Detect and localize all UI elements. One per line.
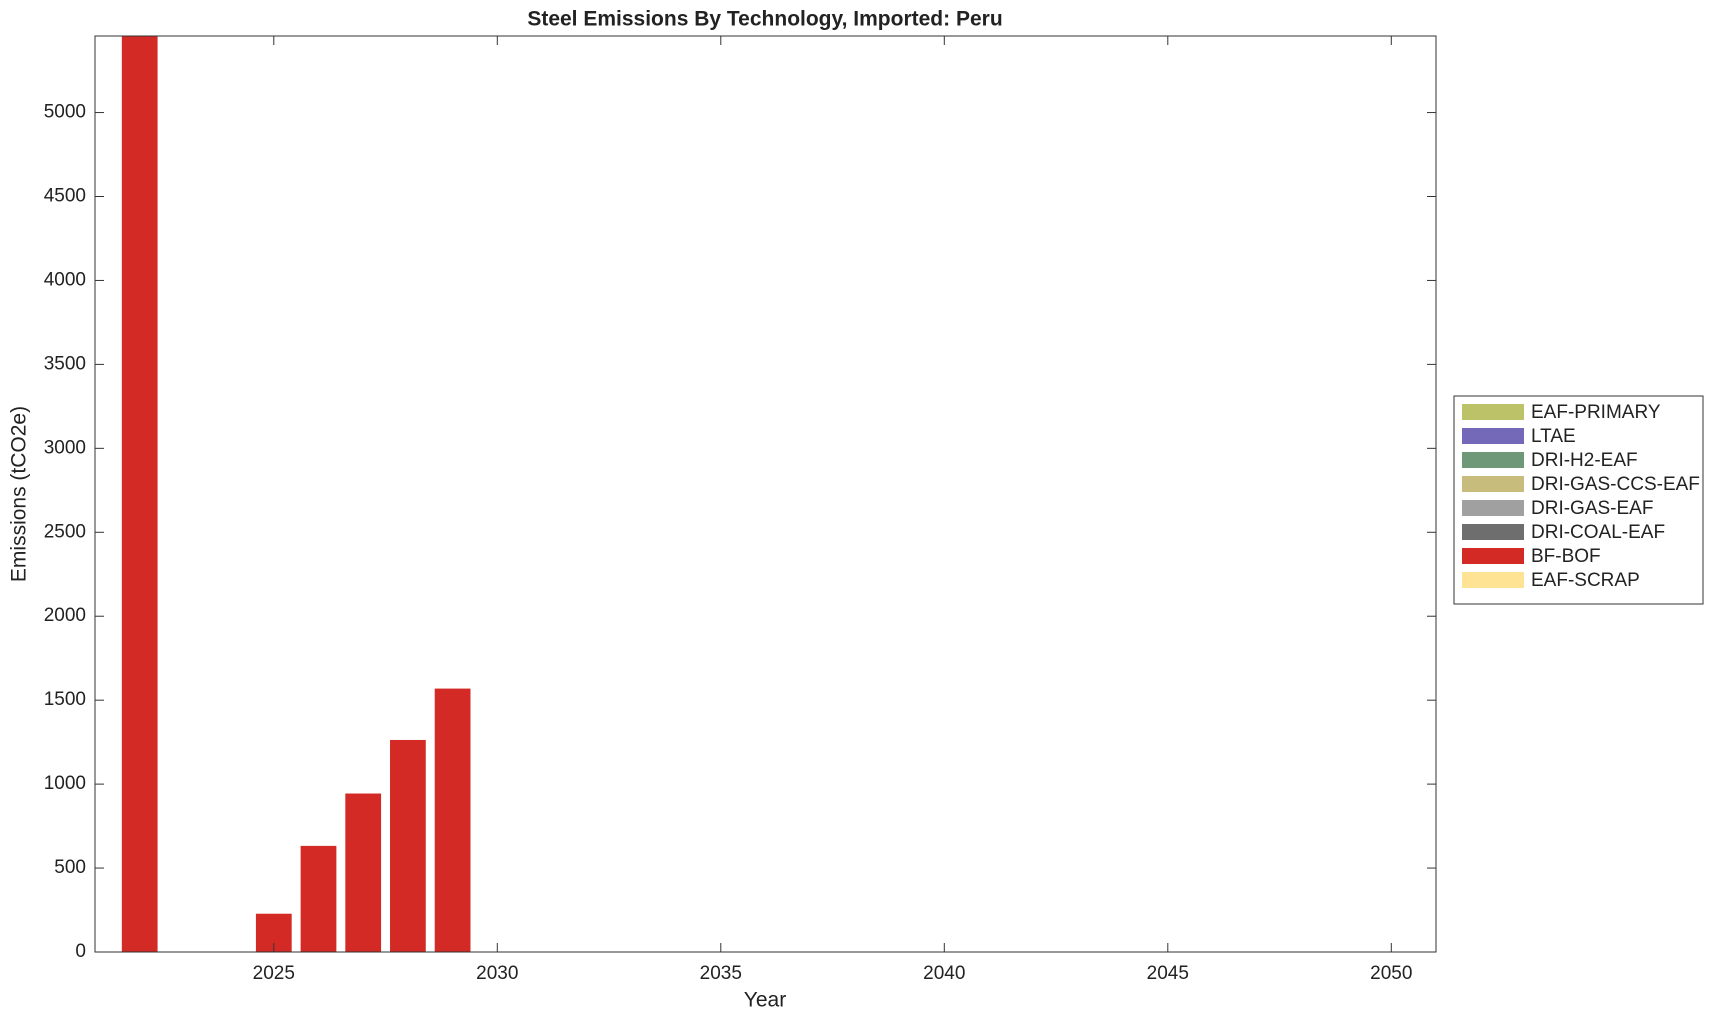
legend-swatch <box>1462 524 1524 540</box>
chart-title: Steel Emissions By Technology, Imported:… <box>527 8 1002 31</box>
legend-label: EAF-PRIMARY <box>1531 402 1661 423</box>
y-tick-label: 0 <box>75 941 86 962</box>
y-axis-label: Emissions (tCO2e) <box>8 406 31 582</box>
y-tick-label: 1000 <box>44 773 86 794</box>
legend-label: LTAE <box>1531 426 1576 447</box>
x-tick-label: 2045 <box>1147 963 1189 984</box>
legend-label: DRI-H2-EAF <box>1531 450 1638 471</box>
legend-swatch <box>1462 476 1524 492</box>
legend-label: EAF-SCRAP <box>1531 570 1640 591</box>
y-tick-label: 3500 <box>44 353 86 374</box>
y-tick-label: 4000 <box>44 269 86 290</box>
legend-label: DRI-GAS-EAF <box>1531 498 1653 519</box>
y-tick-label: 2000 <box>44 605 86 626</box>
legend-swatch <box>1462 428 1524 444</box>
legend-swatch <box>1462 548 1524 564</box>
bars <box>121 36 471 952</box>
x-axis-label: Year <box>744 989 786 1012</box>
x-tick-label: 2050 <box>1370 963 1412 984</box>
legend-swatch <box>1462 452 1524 468</box>
x-tick-label: 2025 <box>253 963 295 984</box>
y-tick-label: 3000 <box>44 437 86 458</box>
legend-swatch <box>1462 572 1524 588</box>
legend-swatch <box>1462 500 1524 516</box>
y-tick-label: 500 <box>54 857 86 878</box>
y-tick-label: 5000 <box>44 102 86 123</box>
y-tick-label: 4500 <box>44 186 86 207</box>
bar-segment <box>434 688 471 952</box>
y-tick-label: 2500 <box>44 521 86 542</box>
x-tick-label: 2035 <box>700 963 742 984</box>
bar-segment <box>300 845 337 952</box>
legend-label: DRI-GAS-CCS-EAF <box>1531 474 1700 495</box>
bar-segment <box>121 36 158 952</box>
x-tick-label: 2040 <box>923 963 965 984</box>
plot-frame <box>94 35 1437 953</box>
bar-segment <box>390 739 426 952</box>
legend-label: BF-BOF <box>1531 546 1601 567</box>
legend-swatch <box>1462 404 1524 420</box>
legend-label: DRI-COAL-EAF <box>1531 522 1665 543</box>
y-tick-label: 1500 <box>44 689 86 710</box>
bar-segment <box>345 793 382 952</box>
x-tick-label: 2030 <box>476 963 518 984</box>
